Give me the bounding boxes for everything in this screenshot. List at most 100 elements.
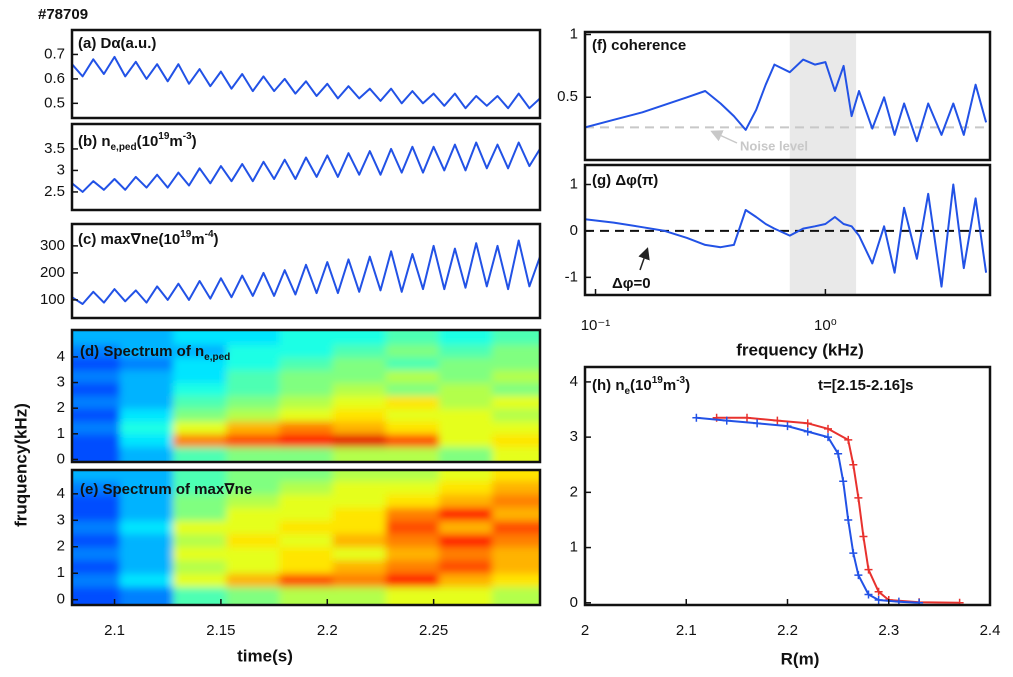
data-point	[722, 416, 731, 425]
data-point	[915, 598, 924, 605]
heatmap-cell	[226, 330, 281, 345]
heatmap-cell	[492, 546, 540, 561]
plot-frame	[583, 163, 992, 297]
heatmap-cell	[72, 573, 121, 588]
x-tick-label: 2.3	[878, 622, 899, 639]
heatmap-cell	[438, 344, 493, 358]
heatmap-cell	[226, 344, 281, 358]
heatmap-cell	[332, 507, 387, 521]
heatmap-cell	[438, 586, 493, 605]
x-tick-label: 2.15	[206, 622, 235, 639]
heatmap-cell	[492, 507, 540, 521]
plot-frame	[70, 468, 542, 607]
data-point	[692, 413, 701, 422]
plot-background	[585, 367, 990, 605]
annotation-arrow	[638, 247, 650, 271]
y-tick-label: 1	[570, 539, 578, 556]
y-tick-label: 4	[57, 485, 65, 502]
title-part: 19	[180, 229, 192, 240]
heatmap-cell	[332, 470, 387, 482]
heatmap-cell	[332, 546, 387, 561]
plot-area	[585, 165, 990, 295]
heatmap-cell	[492, 446, 540, 462]
y-tick-label: 300	[40, 237, 65, 254]
heatmap-cell	[438, 507, 493, 521]
y-tick-label: 0	[570, 594, 578, 611]
heatmap-cell	[226, 573, 281, 588]
heatmap-cell	[72, 369, 121, 384]
heatmap-cell	[332, 573, 387, 588]
heatmap-cell	[72, 507, 121, 521]
plot-area	[72, 239, 540, 305]
title-part: )	[685, 377, 690, 394]
y-tick-label: 200	[40, 264, 65, 281]
title-part: (c) max∇ne(10	[78, 231, 180, 248]
data-point	[824, 433, 832, 442]
data-point	[773, 416, 782, 425]
y-tick-label: 1	[570, 175, 578, 192]
x-tick-label: 2.1	[104, 622, 125, 639]
heatmap-cell	[173, 356, 227, 371]
y-tick-label: 3.5	[44, 140, 65, 157]
heatmap-cell	[279, 493, 334, 508]
panel-title: (e) Spectrum of max∇ne	[80, 481, 252, 498]
heatmap-cell	[119, 507, 174, 521]
heatmap-cell	[72, 330, 121, 345]
panel-title: (g) Δφ(π)	[592, 172, 658, 189]
heatmap-cell	[226, 356, 281, 371]
heatmap-cell	[226, 433, 281, 448]
heatmap-cell	[279, 507, 334, 521]
heatmap-cell	[226, 507, 281, 521]
plot-area	[72, 141, 540, 193]
heatmap-cell	[226, 520, 281, 535]
panel-title: (h) ne(1019m-3)	[592, 375, 690, 397]
y-tick-label: 2	[57, 399, 65, 416]
heatmap-cell	[332, 433, 387, 448]
data-point	[955, 598, 964, 605]
heatmap-cell	[119, 470, 174, 482]
heatmap-cell	[492, 493, 540, 508]
heatmap-cell	[385, 493, 440, 508]
panel: 0 1 2 3 4 2.1 2.15 2.2 2.25	[57, 468, 542, 639]
heatmap-cell	[279, 470, 334, 482]
data-point	[834, 449, 843, 458]
heatmap-cell	[226, 586, 281, 605]
heatmap	[72, 470, 540, 605]
heatmap-cell	[119, 480, 174, 495]
heatmap-cell	[226, 369, 281, 384]
heatmap-cell	[226, 408, 281, 422]
x-tick-label: 2.1	[676, 622, 697, 639]
data-point	[803, 427, 812, 436]
x-axis-title: frequency (kHz)	[736, 340, 864, 359]
data-point	[783, 422, 792, 431]
heatmap-cell	[119, 446, 174, 462]
heatmap-cell	[173, 408, 227, 422]
heatmap-cell	[332, 493, 387, 508]
x-axis-title: time(s)	[237, 646, 293, 665]
heatmap-cell	[279, 330, 334, 345]
heatmap-cell	[279, 560, 334, 574]
y-tick-label: 0	[570, 222, 578, 239]
y-tick-label: 2	[57, 538, 65, 555]
title-part: (d) Spectrum of n	[80, 343, 204, 360]
y-tick-label: 1	[570, 25, 578, 42]
heatmap-cell	[279, 573, 334, 588]
title-part: e,ped	[204, 352, 230, 363]
panel: 0.5 0.6 0.7	[44, 28, 542, 120]
y-tick-label: 0	[57, 591, 65, 608]
heatmap-cell	[492, 520, 540, 535]
heatmap-cell	[173, 507, 227, 521]
heatmap-cell	[72, 446, 121, 462]
heatmap-cell	[173, 382, 227, 396]
title-part: m	[169, 133, 182, 150]
y-axis-title: fruquency(kHz)	[11, 403, 30, 527]
heatmap-cell	[173, 330, 227, 345]
heatmap-cell	[279, 369, 334, 384]
data-line	[585, 183, 988, 288]
heatmap-cell	[119, 356, 174, 371]
heatmap-cell	[332, 520, 387, 535]
heatmap-cell	[385, 586, 440, 605]
plot-area	[72, 55, 540, 110]
heatmap-cell	[385, 573, 440, 588]
